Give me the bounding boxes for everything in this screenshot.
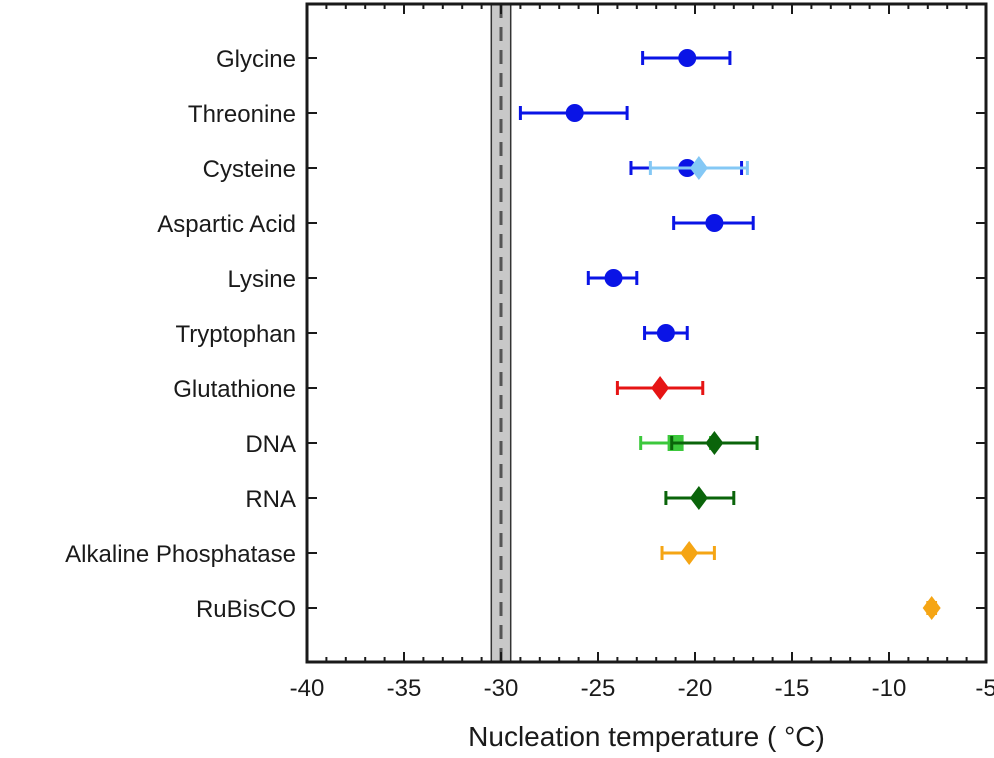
category-label: RuBisCO <box>196 596 296 623</box>
x-tick-label: -5 <box>975 675 994 702</box>
x-tick-label: -30 <box>484 675 519 702</box>
data-point-group <box>643 324 689 342</box>
data-point-group <box>615 376 705 400</box>
data-point-group <box>922 596 941 620</box>
category-label: Lysine <box>228 266 296 293</box>
data-point-diamond <box>705 431 724 455</box>
data-point-group <box>648 156 749 180</box>
category-label: Aspartic Acid <box>157 211 296 238</box>
data-point-circle <box>656 324 675 342</box>
x-tick-label: -35 <box>387 675 422 702</box>
category-label: DNA <box>245 431 296 458</box>
data-point-diamond <box>922 596 941 620</box>
data-point-circle <box>565 104 584 122</box>
data-point-circle <box>678 49 697 67</box>
data-marks-layer <box>518 49 941 620</box>
category-label: Glycine <box>216 46 296 73</box>
data-point-group <box>641 49 732 67</box>
data-point-circle <box>604 269 623 287</box>
category-label: Glutathione <box>173 376 296 403</box>
x-tick-label: -25 <box>581 675 616 702</box>
x-tick-label: -20 <box>678 675 713 702</box>
x-tick-label: -15 <box>775 675 810 702</box>
data-point-group <box>664 486 736 510</box>
data-point-group <box>670 431 759 455</box>
x-axis-title: Nucleation temperature ( °C) <box>468 721 825 752</box>
data-point-group <box>518 104 629 122</box>
data-point-diamond <box>651 376 670 400</box>
data-point-diamond <box>689 486 708 510</box>
x-tick-label: -40 <box>290 675 325 702</box>
data-point-circle <box>705 214 724 232</box>
axis-ticks-layer <box>306 4 987 662</box>
category-label: RNA <box>245 486 296 513</box>
axis-labels-layer: -40 -35 -30 -25 -20 -15 -10 -5 Glycine Threonine C… <box>65 46 994 702</box>
category-label: Cysteine <box>203 156 296 183</box>
data-point-group <box>660 541 716 565</box>
x-tick-label: -10 <box>872 675 907 702</box>
category-label: Tryptophan <box>175 321 296 348</box>
data-point-diamond <box>689 156 708 180</box>
reference-band-layer <box>490 3 512 663</box>
category-label: Threonine <box>188 101 296 128</box>
category-label: Alkaline Phosphatase <box>65 541 296 568</box>
data-point-group <box>672 214 755 232</box>
data-point-group <box>586 269 639 287</box>
data-point-diamond <box>680 541 699 565</box>
